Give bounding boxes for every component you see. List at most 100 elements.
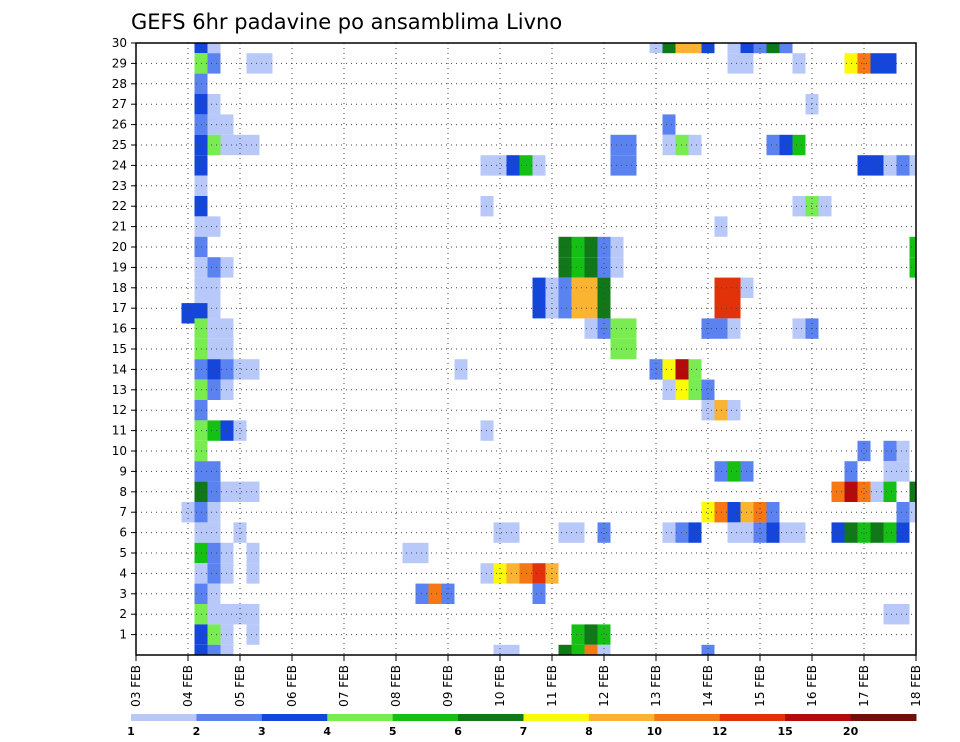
heatmap-cell [623,318,637,339]
heatmap-cell [753,522,767,543]
heatmap-cell [727,461,741,482]
colorbar-swatch [392,714,459,721]
x-tick-label: 16 FEB [805,665,819,707]
heatmap-cell [792,53,806,74]
y-tick-label: 6 [119,526,127,540]
heatmap-cell [207,420,221,441]
heatmap-cell [909,481,916,502]
heatmap-cell [597,644,611,655]
heatmap-cell [883,155,897,176]
heatmap-cell [246,604,260,625]
heatmap-cell [662,522,676,543]
colorbar-label: 20 [843,725,859,738]
y-tick-label: 7 [119,505,127,519]
colorbar-swatch [850,714,917,721]
colorbar-label: 1 [127,725,135,738]
heatmap-cell [207,522,221,543]
heatmap-cell [402,542,416,564]
heatmap-cell [428,583,442,604]
heatmap-cell [493,522,507,543]
heatmap-cell [207,94,221,115]
y-tick-label: 21 [112,220,127,234]
heatmap-cell [558,298,572,319]
heatmap-cell [766,522,780,543]
x-tick-label: 08 FEB [389,665,403,707]
heatmap-cell [207,277,221,298]
heatmap-cell [701,400,715,421]
heatmap-cell [207,114,221,135]
heatmap-cell [831,481,845,502]
heatmap-cell [558,522,572,543]
heatmap-cell [792,522,806,543]
heatmap-cell [207,379,221,400]
y-tick-label: 23 [112,179,127,193]
x-tick-label: 11 FEB [545,665,559,707]
heatmap-cell [506,563,520,584]
heatmap-cell [532,563,546,584]
heatmap-cell [662,43,676,54]
heatmap-cell [727,522,741,543]
x-tick-label: 14 FEB [701,665,715,707]
heatmap-cell [688,522,702,543]
heatmap-cell [246,563,260,584]
heatmap-cell [896,461,910,482]
heatmap-cell [766,134,780,156]
x-tick-label: 03 FEB [129,665,143,707]
heatmap-cell [506,644,520,655]
heatmap-cell [727,43,741,54]
heatmap-cell [207,318,221,339]
heatmap-cell [532,298,546,319]
heatmap-cell [675,43,689,54]
heatmap-cell [571,277,585,298]
heatmap-cell [883,604,897,625]
heatmap-cell [740,43,754,54]
heatmap-cell [181,502,195,523]
x-tick-label: 05 FEB [233,665,247,707]
x-tick-label: 15 FEB [753,665,767,707]
heatmap-cell [597,277,611,298]
colorbar-swatch [785,714,852,721]
heatmap-cell [727,53,741,74]
heatmap-cell [207,134,221,156]
heatmap-cell [662,379,676,400]
heatmap-cell [207,338,221,360]
y-tick-label: 26 [112,118,127,132]
heatmap-cell [597,236,611,258]
heatmap-cell [766,502,780,523]
y-tick-label: 4 [119,566,127,580]
colorbar-swatch [523,714,590,721]
colorbar-swatch [654,714,721,721]
heatmap-cell [246,542,260,564]
colorbar-label: 10 [647,725,663,738]
heatmap-cell [883,53,897,74]
heatmap-cell [558,644,572,655]
heatmap-cell [207,542,221,564]
colorbar-label: 15 [778,725,793,738]
heatmap-cell [207,624,221,645]
y-tick-label: 19 [112,260,127,274]
heatmap-cell [207,359,221,380]
colorbar-label: 4 [323,725,331,738]
heatmap-cell [909,502,916,523]
y-tick-label: 25 [112,138,127,152]
heatmap-cell [688,359,702,380]
heatmap-cell [532,583,546,604]
y-tick-label: 14 [112,362,127,376]
heatmap-cell [207,461,221,482]
heatmap-cell [207,481,221,502]
heatmap-cell [857,481,871,502]
heatmap-cell [831,522,845,543]
colorbar-swatch [131,714,197,721]
y-tick-label: 29 [112,56,127,70]
colorbar-label: 2 [193,725,201,738]
heatmap-cell [571,298,585,319]
y-tick-label: 1 [119,628,127,642]
heatmap-cell [623,155,637,176]
x-tick-label: 07 FEB [337,665,351,707]
heatmap-cell [766,43,780,54]
heatmap-cell [597,624,611,645]
heatmap-cell [207,43,221,54]
heatmap-cell [727,400,741,421]
heatmap-cell [792,318,806,339]
